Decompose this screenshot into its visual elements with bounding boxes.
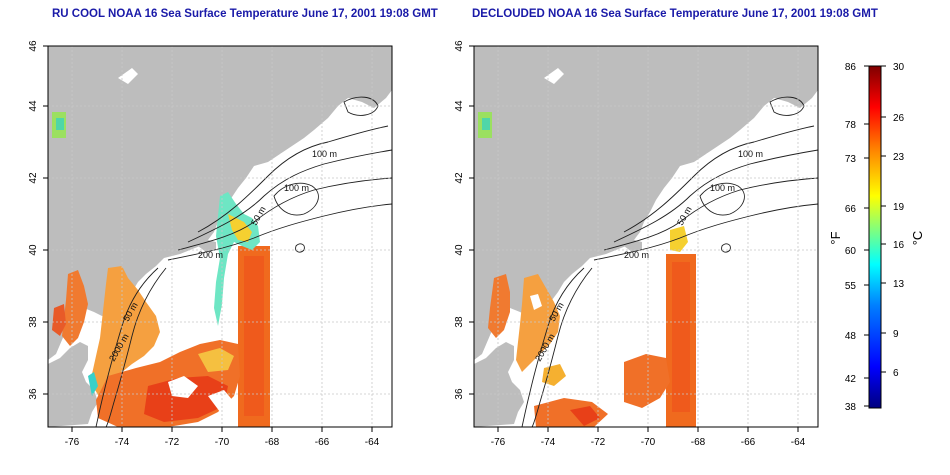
lat-tick-label: 38	[28, 316, 39, 328]
celsius-tick: 30	[893, 62, 905, 73]
celsius-tick: 16	[893, 240, 905, 251]
left-axes: -76 -74 -72 -70 -68 -66 -64 36 38 40 42 …	[28, 40, 380, 448]
fahrenheit-tick: 48	[845, 331, 857, 342]
right-grid	[474, 46, 818, 427]
lon-tick-label: -74	[541, 437, 556, 448]
contour-label: 200 m	[624, 250, 649, 260]
fahrenheit-tick: 60	[845, 246, 857, 257]
celsius-tick: 23	[893, 152, 905, 163]
lon-tick-label: -66	[315, 437, 330, 448]
temperature-colorbar: 86 78 73 66 60 55 48 42 38 30 26 23 19 1…	[828, 62, 925, 413]
celsius-unit-label: °C	[910, 231, 925, 246]
lon-tick-label: -66	[741, 437, 756, 448]
lat-tick-label: 46	[454, 40, 465, 52]
left-map-title: RU COOL NOAA 16 Sea Surface Temperature …	[52, 8, 438, 20]
lat-tick-label: 36	[28, 388, 39, 400]
lon-tick-label: -76	[491, 437, 506, 448]
lat-tick-label: 42	[454, 172, 465, 184]
colorbar-gradient	[868, 65, 882, 409]
fahrenheit-tick: 38	[845, 402, 857, 413]
right-land-mask	[474, 46, 818, 427]
right-sst-data	[478, 112, 696, 427]
lat-tick-label: 40	[454, 244, 465, 256]
celsius-tick: 26	[893, 113, 905, 124]
lon-tick-label: -64	[365, 437, 380, 448]
lon-tick-label: -68	[265, 437, 280, 448]
lon-tick-label: -74	[115, 437, 130, 448]
right-map-title: DECLOUDED NOAA 16 Sea Surface Temperatur…	[472, 8, 878, 20]
contour-label: 100 m	[710, 183, 735, 193]
fahrenheit-tick: 55	[845, 281, 857, 292]
contour-label: 200 m	[198, 250, 223, 260]
contour-label: 100 m	[312, 149, 337, 159]
lon-tick-label: -72	[165, 437, 180, 448]
celsius-tick: 9	[893, 329, 899, 340]
celsius-tick: 13	[893, 279, 905, 290]
celsius-tick: 6	[893, 368, 899, 379]
lat-tick-label: 36	[454, 388, 465, 400]
lat-tick-label: 44	[454, 100, 465, 112]
fahrenheit-tick: 73	[845, 154, 857, 165]
lon-tick-label: -64	[791, 437, 806, 448]
lon-tick-label: -76	[65, 437, 80, 448]
right-axes: -76 -74 -72 -70 -68 -66 -64 36 38 40 42 …	[454, 40, 806, 448]
fahrenheit-tick: 86	[845, 62, 857, 73]
lat-tick-label: 46	[28, 40, 39, 52]
contour-label: 100 m	[284, 183, 309, 193]
fahrenheit-tick: 78	[845, 120, 857, 131]
lat-tick-label: 44	[28, 100, 39, 112]
lat-tick-label: 42	[28, 172, 39, 184]
lon-tick-label: -68	[691, 437, 706, 448]
lon-tick-label: -72	[591, 437, 606, 448]
celsius-tick: 19	[893, 202, 905, 213]
fahrenheit-tick: 42	[845, 374, 857, 385]
fahrenheit-tick: 66	[845, 204, 857, 215]
right-bathymetry-contours	[521, 96, 819, 428]
left-sst-map: 100 m 100 m 200 m 50 m 50 m 2000 m	[47, 45, 393, 428]
left-grid	[48, 46, 392, 427]
fahrenheit-unit-label: °F	[828, 231, 843, 244]
lon-tick-label: -70	[215, 437, 230, 448]
contour-label: 100 m	[738, 149, 763, 159]
lat-tick-label: 40	[28, 244, 39, 256]
lat-tick-label: 38	[454, 316, 465, 328]
lon-tick-label: -70	[641, 437, 656, 448]
right-sst-map: 100 m 100 m 200 m 50 m 50 m 2000 m	[473, 45, 819, 428]
